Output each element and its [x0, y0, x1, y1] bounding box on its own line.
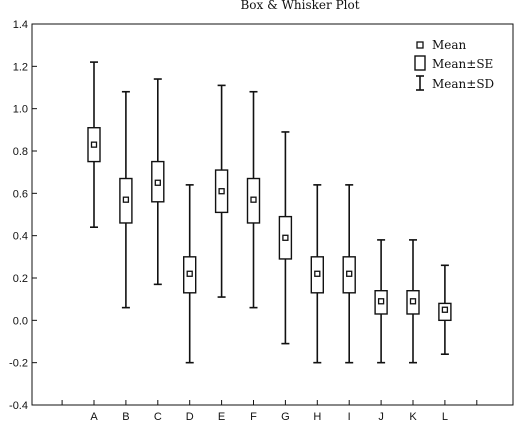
y-tick-label: 1.4 [13, 19, 28, 31]
mean-marker [154, 179, 161, 186]
y-tick-label: -0.4 [9, 400, 28, 412]
category-group [438, 264, 452, 356]
x-tick-label: J [378, 411, 384, 423]
category-group [406, 239, 420, 364]
mean-marker [250, 196, 257, 203]
y-tick-label: 1.0 [13, 104, 28, 116]
mean-marker [409, 298, 417, 305]
x-tick-label: L [442, 411, 448, 423]
mean-marker [282, 234, 289, 241]
category-group [342, 184, 356, 364]
legend-entry: Mean±SD [416, 75, 494, 91]
y-tick-label: -0.2 [9, 358, 28, 370]
x-tick-label: E [218, 411, 225, 423]
legend-se-box-icon [414, 55, 426, 71]
plot-frame [31, 23, 514, 406]
x-tick-label: G [281, 411, 290, 423]
category-group [151, 78, 165, 286]
x-axis: A B C D E F G H I J K L [61, 400, 478, 423]
legend: Mean Mean±SE Mean±SD [414, 38, 494, 91]
mean-marker [346, 270, 353, 277]
x-tick-label: D [186, 411, 194, 423]
plot-marks [87, 61, 452, 364]
category-group [278, 131, 293, 345]
mean-marker [377, 298, 385, 305]
x-tick-label: K [409, 411, 417, 423]
mean-marker [186, 270, 193, 277]
y-tick-label: 1.2 [13, 61, 28, 73]
category-group [182, 184, 197, 364]
mean-marker [122, 196, 130, 203]
mean-marker [314, 270, 321, 277]
mean-marker [218, 188, 225, 195]
mean-marker [441, 306, 449, 313]
x-tick-label: H [313, 411, 321, 423]
category-group [246, 90, 261, 309]
x-tick-label: F [250, 411, 257, 423]
legend-entry: Mean±SE [414, 55, 493, 71]
y-tick-label: 0.8 [13, 146, 28, 158]
category-group [310, 184, 324, 364]
x-tick-label: B [122, 411, 129, 423]
chart-title: Box & Whisker Plot [240, 0, 359, 12]
x-tick-label: A [90, 411, 98, 423]
y-tick-label: 0.4 [13, 231, 28, 243]
mean-marker [90, 141, 98, 148]
legend-label: Mean±SD [432, 77, 494, 91]
y-tick-label: 0.0 [13, 315, 28, 327]
y-tick-label: 0.2 [13, 273, 28, 285]
x-tick-label: I [348, 411, 351, 423]
y-tick-label: 0.6 [13, 188, 28, 200]
legend-mean-marker-icon [416, 41, 424, 49]
category-group [87, 61, 101, 228]
legend-entry: Mean [416, 38, 467, 52]
x-tick-label: C [154, 411, 162, 423]
category-group [214, 84, 229, 298]
category-group [374, 239, 388, 364]
category-group [119, 90, 133, 309]
legend-label: Mean±SE [432, 57, 493, 71]
y-axis: -0.4 -0.2 0.0 0.2 0.4 0.6 0.8 1.0 1.2 1.4 [9, 19, 37, 412]
legend-label: Mean [432, 38, 467, 52]
